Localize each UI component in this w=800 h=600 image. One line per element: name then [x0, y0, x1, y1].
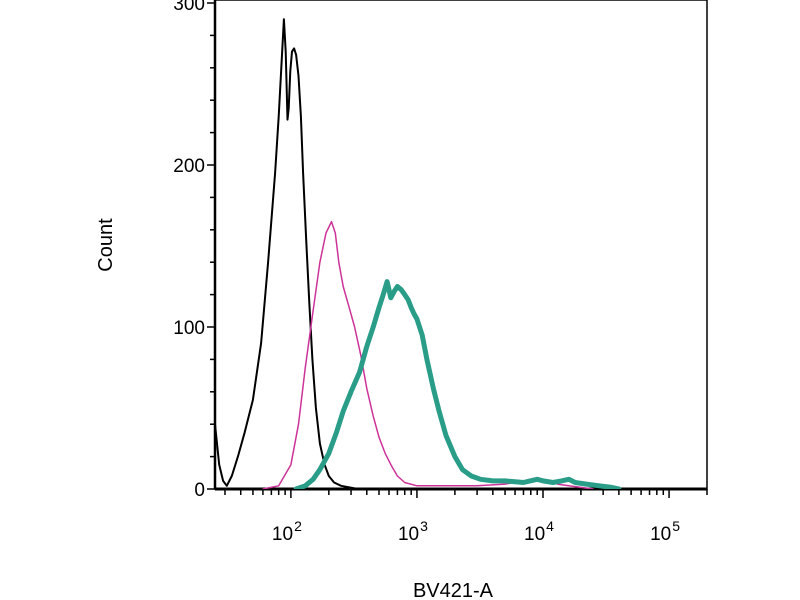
- x-tick-label: 103: [398, 518, 428, 545]
- x-tick-label: 102: [272, 518, 302, 545]
- y-tick-label: 300: [173, 0, 205, 15]
- series-line-3: [293, 279, 622, 489]
- x-tick-label: 105: [650, 518, 680, 545]
- series-line-1: [215, 18, 418, 489]
- y-axis-label: Count: [95, 218, 117, 272]
- axes-layer: 0 100 200 300 102 103 104 105: [173, 0, 708, 545]
- labels-layer: BV421-A Count: [95, 218, 494, 600]
- series-layer: [215, 18, 622, 489]
- plot-frame: [214, 0, 708, 490]
- y-tick-label: 200: [173, 156, 205, 177]
- x-axis-label: BV421-A: [413, 580, 494, 600]
- y-tick-label: 100: [173, 318, 205, 339]
- y-tick-label: 0: [194, 480, 205, 501]
- x-tick-label: 104: [524, 518, 554, 545]
